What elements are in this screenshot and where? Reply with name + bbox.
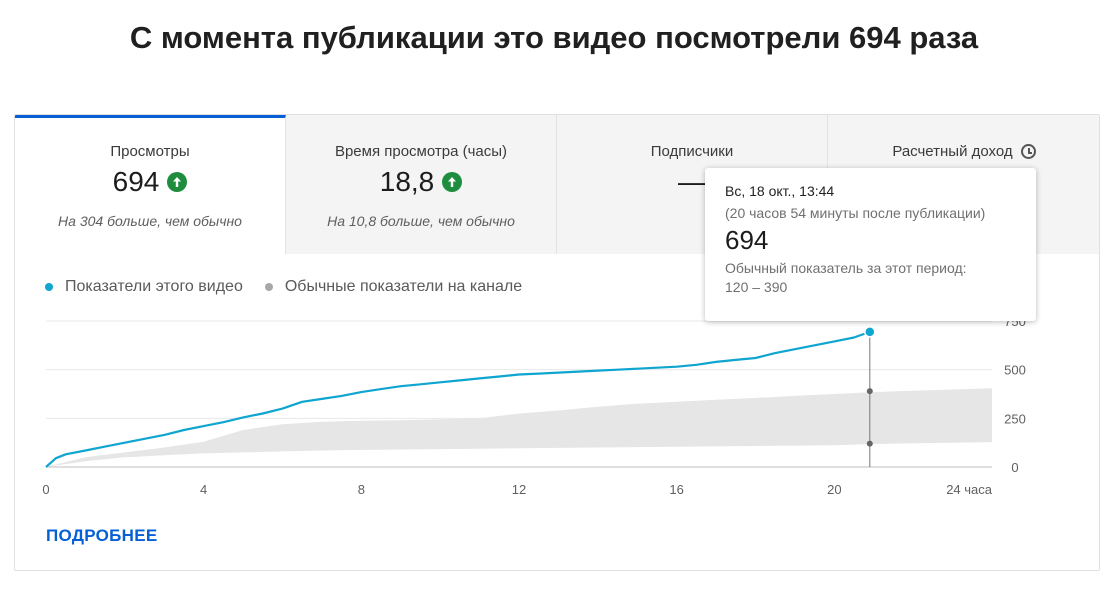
legend-dot-icon <box>45 283 53 291</box>
tab-views[interactable]: Просмотры 694 На 304 больше, чем обычно <box>15 115 286 254</box>
tooltip-date: Вс, 18 окт., 13:44 <box>725 183 835 199</box>
chart-tooltip: Вс, 18 окт., 13:44 (20 часов 54 минуты п… <box>705 168 1036 321</box>
tooltip-typical-range: 120 – 390 <box>725 279 788 295</box>
x-tick-label: 16 <box>669 482 683 497</box>
marker-typical-low-point <box>866 440 873 447</box>
x-axis-unit-label: 24 часа <box>946 482 993 497</box>
tab-watch-time[interactable]: Время просмотра (часы) 18,8 На 10,8 боль… <box>286 115 557 254</box>
more-link[interactable]: ПОДРОБНЕЕ <box>46 526 158 545</box>
trend-up-icon <box>442 172 463 192</box>
x-tick-label: 4 <box>200 482 207 497</box>
marker-typical-high-point <box>866 388 873 395</box>
clock-icon <box>1020 144 1036 159</box>
trend-up-icon <box>167 172 188 192</box>
tab-views-label: Просмотры <box>110 143 190 160</box>
tab-subscribers-label: Подписчики <box>650 143 734 160</box>
y-tick-label: 0 <box>1011 460 1018 475</box>
tab-revenue-label: Расчетный доход <box>892 143 1013 160</box>
x-tick-label: 20 <box>827 482 841 497</box>
tab-views-sub: На 304 больше, чем обычно <box>58 213 242 229</box>
tab-watch-time-label: Время просмотра (часы) <box>334 143 508 160</box>
tab-watch-time-value: 18,8 <box>379 166 435 197</box>
marker-point <box>864 326 876 338</box>
legend-label-typical: Обычные показатели на канале <box>284 278 523 295</box>
typical-band <box>46 388 992 467</box>
tooltip-time-after: (20 часов 54 минуты после публикации) <box>725 205 986 221</box>
tab-subscribers-value: — <box>678 166 706 197</box>
legend-item-typical[interactable]: Обычные показатели на канале <box>264 278 523 296</box>
legend-dot-icon <box>264 283 273 291</box>
legend-label-this-video: Показатели этого видео <box>65 278 243 295</box>
tooltip-value: 694 <box>725 225 769 255</box>
tab-views-value: 694 <box>112 166 160 197</box>
page-title: С момента публикации это видео посмотрел… <box>129 20 979 55</box>
x-tick-label: 0 <box>42 482 49 497</box>
x-tick-label: 12 <box>512 482 526 497</box>
chart-legend: Показатели этого видео Обычные показател… <box>45 278 544 296</box>
tooltip-typical-label: Обычный показатель за этот период: <box>725 260 967 276</box>
y-tick-label: 250 <box>1004 411 1026 426</box>
x-tick-label: 8 <box>358 482 365 497</box>
legend-item-this-video[interactable]: Показатели этого видео <box>45 278 243 296</box>
y-tick-label: 500 <box>1004 363 1026 378</box>
series-line-this-video <box>45 330 871 468</box>
tab-watch-time-sub: На 10,8 больше, чем обычно <box>327 213 515 229</box>
